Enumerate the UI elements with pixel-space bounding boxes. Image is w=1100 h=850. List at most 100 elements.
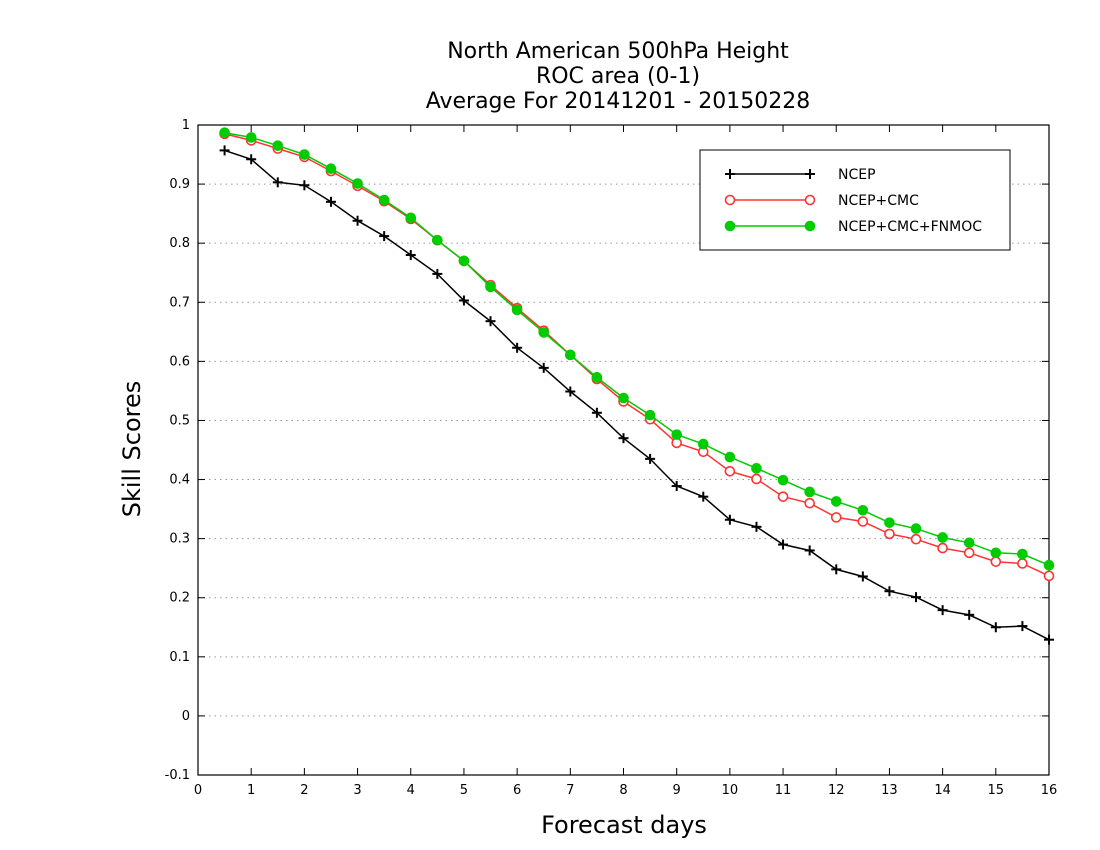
- x-tick-label: 7: [566, 783, 574, 798]
- y-tick-label: 0: [182, 709, 190, 724]
- y-tick-label: 0.2: [169, 591, 190, 606]
- x-tick-label: 14: [934, 783, 951, 798]
- data-point: [884, 528, 895, 540]
- data-point: [937, 542, 948, 554]
- x-tick-label: 11: [775, 783, 792, 798]
- data-point: [379, 231, 390, 242]
- legend-marker: [804, 220, 816, 232]
- data-point: [804, 545, 815, 556]
- x-tick-label: 6: [513, 783, 521, 798]
- x-tick-label: 5: [460, 783, 468, 798]
- data-point: [884, 586, 895, 597]
- data-point: [591, 372, 603, 383]
- x-tick-label: 4: [407, 783, 415, 798]
- x-tick-label: 0: [194, 783, 202, 798]
- x-tick-label: 3: [353, 783, 361, 798]
- data-point: [485, 281, 496, 293]
- data-point: [458, 295, 469, 306]
- data-point: [405, 212, 417, 224]
- data-point: [964, 609, 975, 620]
- y-tick-label: 0.1: [169, 650, 190, 665]
- data-point: [778, 539, 789, 550]
- x-tick-label: 1: [247, 783, 255, 798]
- y-tick-label: 0.9: [169, 177, 190, 192]
- series-ncep-cmc-fnmoc: [219, 127, 1055, 571]
- data-point: [511, 304, 523, 316]
- data-point: [857, 504, 869, 516]
- data-point: [857, 516, 869, 527]
- legend-marker: [804, 194, 816, 206]
- y-tick-label: 0.6: [169, 354, 190, 369]
- data-point: [485, 316, 496, 327]
- y-tick-label: 0.8: [169, 236, 190, 251]
- data-point: [857, 571, 868, 582]
- data-point: [591, 407, 602, 418]
- x-tick-label: 13: [881, 783, 898, 798]
- data-point: [963, 547, 975, 559]
- data-point: [565, 349, 576, 361]
- data-point: [884, 517, 895, 528]
- data-point: [937, 532, 948, 543]
- data-point: [325, 196, 336, 207]
- data-point: [990, 622, 1001, 633]
- y-tick-label: 0.3: [169, 532, 190, 547]
- data-point: [990, 556, 1002, 567]
- data-point: [724, 451, 736, 463]
- y-tick-label: 0.5: [169, 413, 190, 428]
- data-point: [325, 163, 337, 175]
- data-point: [1017, 558, 1028, 569]
- axis-ticks: -0.100.10.20.30.40.50.60.70.80.910 1 2 3 4 5 6…: [165, 118, 1058, 798]
- data-point: [937, 605, 948, 616]
- data-point: [219, 127, 230, 138]
- chart-title-line-1: North American 500hPa Height: [447, 39, 789, 64]
- data-point: [751, 463, 762, 474]
- data-point: [432, 268, 443, 279]
- data-point: [910, 533, 922, 545]
- data-point: [645, 453, 656, 464]
- legend-marker: [725, 169, 735, 179]
- y-axis-label: Skill Scores: [118, 381, 146, 518]
- data-point: [432, 234, 443, 246]
- series-lines: [219, 127, 1055, 645]
- data-point: [272, 177, 283, 188]
- x-tick-label: 12: [828, 783, 845, 798]
- data-point: [618, 433, 629, 444]
- data-point: [246, 154, 257, 165]
- data-point: [910, 523, 922, 534]
- data-point: [777, 474, 789, 486]
- x-axis-label: Forecast days: [541, 811, 707, 839]
- data-point: [245, 132, 257, 143]
- x-tick-label: 8: [619, 783, 627, 798]
- data-point: [1044, 634, 1054, 645]
- data-point: [830, 512, 842, 523]
- data-point: [352, 215, 363, 226]
- data-point: [751, 521, 762, 532]
- series-line: [224, 149, 1050, 641]
- legend-marker: [724, 194, 736, 206]
- data-point: [698, 491, 709, 502]
- data-point: [378, 194, 390, 206]
- chart-title-line-2: ROC area (0-1): [536, 64, 700, 89]
- legend-label: NCEP+CMC+FNMOC: [838, 219, 982, 235]
- data-point: [804, 497, 815, 509]
- legend-entry: NCEP+CMC: [724, 193, 919, 209]
- data-point: [751, 473, 762, 485]
- series-ncep: [219, 145, 1054, 645]
- data-point: [512, 342, 523, 353]
- data-point: [671, 429, 682, 440]
- x-tick-label: 9: [673, 783, 681, 798]
- legend-entry: NCEP+CMC+FNMOC: [724, 219, 982, 235]
- data-point: [644, 409, 656, 421]
- legend: NCEP NCEP+CMC NCEP+CMC+FNMOC: [699, 149, 1011, 251]
- data-point: [831, 564, 842, 575]
- legend-label: NCEP+CMC: [838, 193, 919, 209]
- data-point: [538, 327, 550, 338]
- y-tick-label: -0.1: [165, 768, 190, 783]
- legend-label: NCEP: [838, 167, 876, 183]
- legend-entry: NCEP: [725, 167, 876, 183]
- x-tick-label: 2: [300, 783, 308, 798]
- x-tick-label: 15: [988, 783, 1005, 798]
- y-tick-label: 1: [182, 118, 190, 133]
- chart-title: North American 500hPa Height ROC area (0…: [426, 39, 811, 114]
